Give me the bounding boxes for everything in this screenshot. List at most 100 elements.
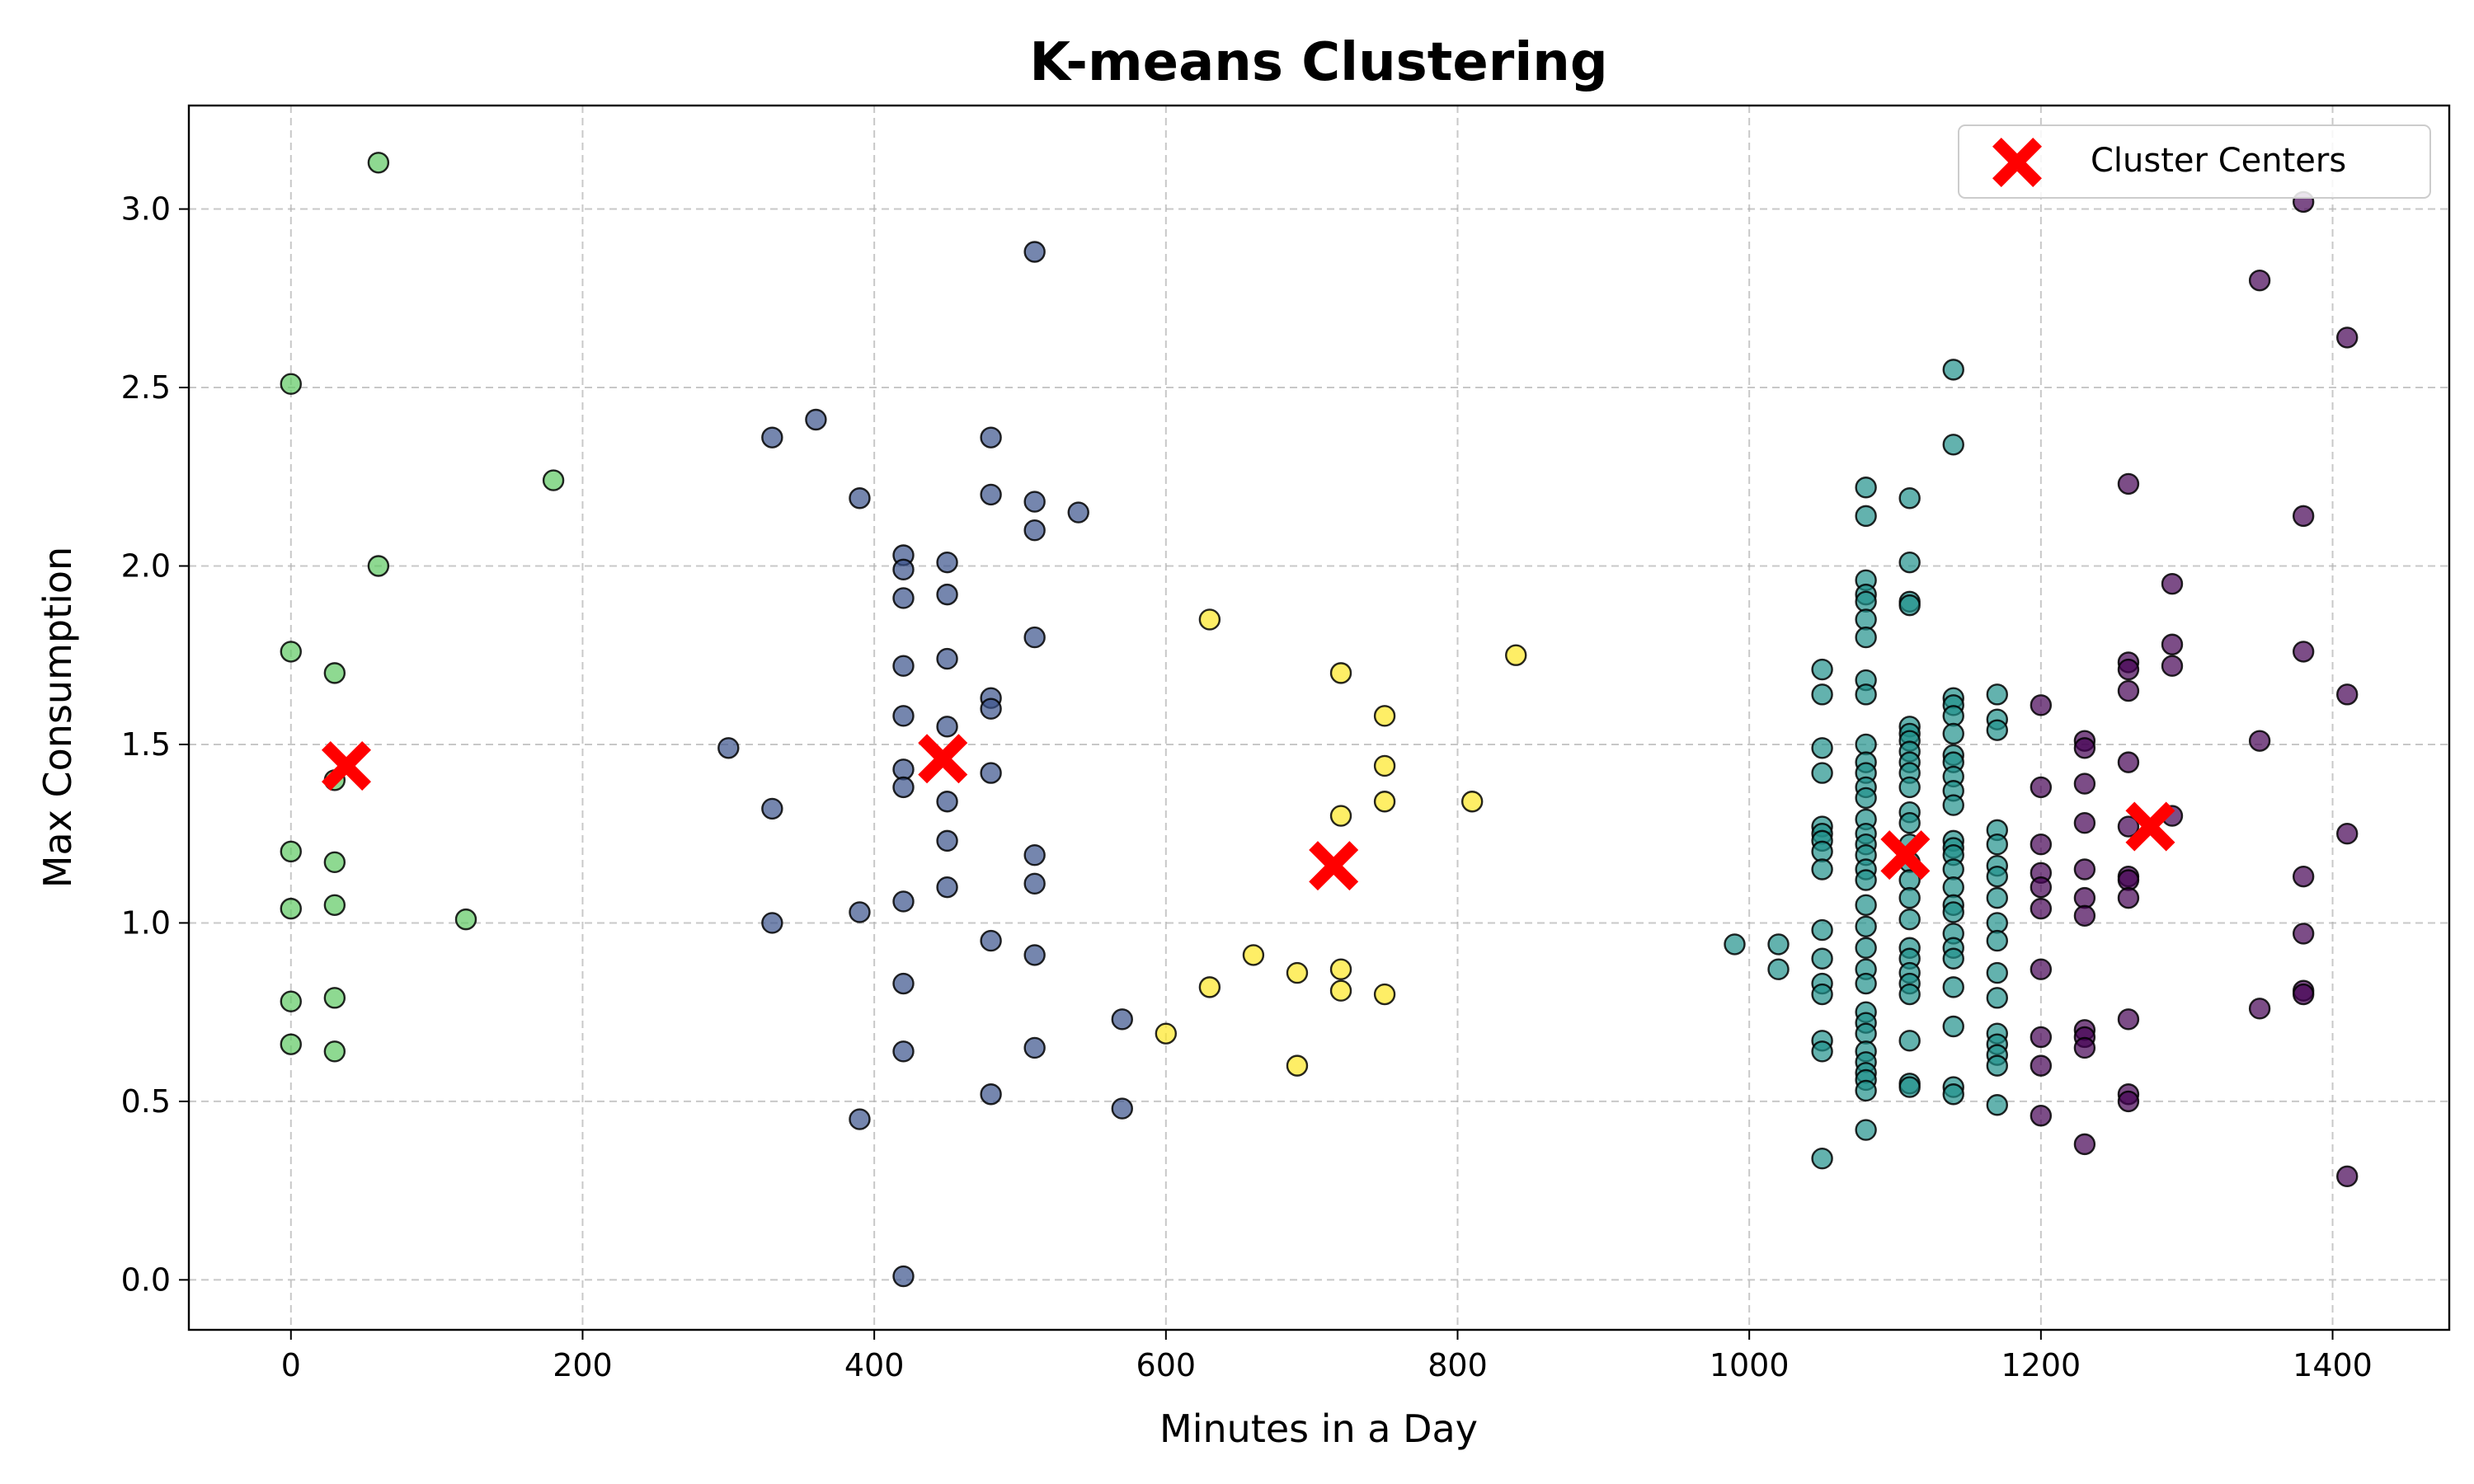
y-tick-label: 2.0 — [121, 547, 171, 584]
data-point — [1898, 812, 1921, 834]
data-point — [2336, 823, 2359, 845]
data-point — [980, 697, 1002, 720]
data-point — [1898, 1076, 1921, 1098]
data-point — [2292, 983, 2315, 1006]
data-point — [454, 908, 477, 931]
data-point — [367, 555, 390, 577]
data-point — [2161, 655, 2184, 677]
data-point — [1942, 434, 1964, 456]
data-point — [2073, 812, 2096, 834]
data-point — [1942, 1083, 1964, 1106]
data-point — [1855, 608, 1877, 631]
data-point — [1767, 958, 1790, 980]
data-point — [849, 487, 871, 510]
data-point — [1986, 1094, 2009, 1116]
x-tick-label: 1000 — [1710, 1347, 1790, 1383]
data-point — [980, 483, 1002, 506]
data-point — [1942, 876, 1964, 899]
data-point — [323, 851, 346, 874]
data-point — [1986, 719, 2009, 741]
data-point — [1986, 865, 2009, 888]
data-point — [1855, 626, 1877, 649]
data-point — [1373, 791, 1396, 813]
axis-ticks: 0 200 400 600 800 1000 1200 1400 0.0 0.5 1.0 1.5 2.0… — [121, 191, 2373, 1383]
data-point — [1067, 501, 1089, 524]
data-point — [936, 876, 958, 899]
data-point — [1855, 733, 1877, 756]
data-point — [2336, 1165, 2359, 1188]
data-point — [1942, 947, 1964, 970]
data-point — [1811, 918, 1833, 942]
data-point — [323, 662, 346, 684]
data-point — [1329, 805, 1352, 827]
data-point — [2117, 1008, 2140, 1031]
data-point — [1811, 983, 1833, 1006]
data-point — [1155, 1022, 1178, 1045]
y-axis-label: Max Consumption — [35, 547, 80, 888]
data-point — [1986, 961, 2009, 984]
data-point — [2030, 1054, 2053, 1077]
data-point — [1811, 658, 1833, 681]
data-point — [849, 1108, 871, 1130]
data-point — [892, 558, 915, 581]
data-point — [936, 829, 958, 852]
data-point — [936, 647, 958, 670]
data-point — [1986, 886, 2009, 909]
data-point — [980, 426, 1002, 448]
data-point — [1811, 1147, 1833, 1170]
data-point — [1898, 908, 1921, 931]
data-point — [1942, 1015, 1964, 1038]
y-tick-label: 1.0 — [121, 904, 171, 941]
data-point — [2117, 869, 2140, 891]
data-point — [1942, 722, 1964, 745]
data-point — [2030, 897, 2053, 920]
data-point — [1855, 894, 1877, 916]
data-point — [2248, 998, 2271, 1020]
data-point — [1329, 958, 1352, 980]
x-tick-label: 600 — [1136, 1347, 1197, 1383]
data-points — [280, 152, 2359, 1288]
data-point — [2117, 472, 2140, 495]
y-tick-label: 1.5 — [121, 726, 171, 763]
data-point — [892, 972, 915, 995]
x-tick-label: 1400 — [2293, 1347, 2373, 1383]
data-point — [2117, 751, 2140, 773]
data-point — [1986, 833, 2009, 856]
data-point — [1855, 937, 1877, 959]
data-point — [1242, 944, 1265, 966]
data-point — [2030, 1026, 2053, 1049]
data-point — [892, 776, 915, 799]
data-point — [1942, 901, 1964, 923]
plot-frame — [187, 104, 2451, 1331]
data-point — [367, 152, 390, 174]
data-point — [1898, 886, 1921, 909]
data-point — [2073, 1036, 2096, 1059]
data-point — [323, 894, 346, 916]
data-point — [892, 655, 915, 677]
data-point — [1855, 1022, 1877, 1045]
x-tick-label: 400 — [844, 1347, 905, 1383]
data-point — [1811, 1040, 1833, 1063]
data-point — [1329, 979, 1352, 1002]
data-point — [761, 912, 783, 934]
data-point — [542, 469, 565, 491]
data-point — [980, 1083, 1002, 1106]
cluster-center-marker — [918, 734, 968, 784]
data-point — [1898, 487, 1921, 510]
legend-label-cluster-centers: Cluster Centers — [2091, 142, 2346, 180]
data-point — [1460, 791, 1484, 813]
data-point — [892, 705, 915, 727]
data-point — [2117, 815, 2140, 838]
data-point — [2117, 886, 2140, 909]
data-point — [2292, 923, 2315, 945]
data-point — [1855, 869, 1877, 891]
data-point — [2117, 679, 2140, 702]
data-point — [936, 716, 958, 738]
data-point — [2117, 658, 2140, 681]
data-point — [1329, 662, 1352, 684]
data-point — [1811, 737, 1833, 759]
data-point — [280, 641, 302, 663]
data-point — [1811, 947, 1833, 970]
x-tick-label: 1200 — [2001, 1347, 2081, 1383]
data-point — [936, 583, 958, 606]
